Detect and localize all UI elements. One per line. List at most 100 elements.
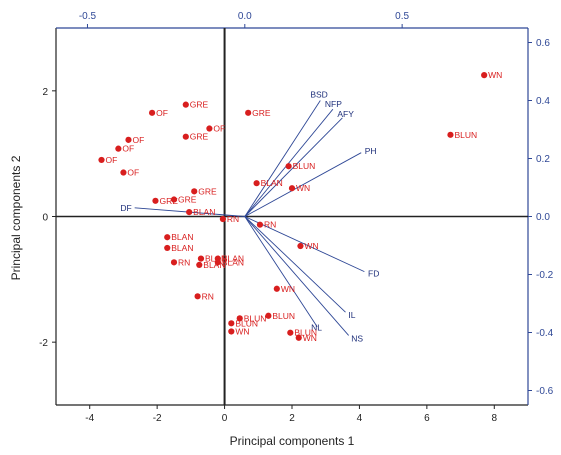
x-axis-title: Principal components 1 xyxy=(230,434,355,448)
score-label: BLAN xyxy=(222,257,244,267)
score-label: BLUN xyxy=(293,161,316,171)
zero-lines xyxy=(56,28,528,405)
loading-vector xyxy=(244,100,321,217)
right-tick-label: 0.0 xyxy=(536,212,550,223)
loading-label: NL xyxy=(311,323,322,333)
score-point xyxy=(219,215,226,223)
score-point xyxy=(288,185,296,192)
score-point xyxy=(253,180,260,187)
loading-vector xyxy=(244,117,343,217)
top-axis: -0.5 0.0 0.5 xyxy=(79,11,410,28)
score-label: BLUN xyxy=(454,130,477,140)
score-label: RN xyxy=(178,257,190,267)
score-label: GRE xyxy=(190,132,209,142)
right-tick-label: -0.6 xyxy=(536,386,554,397)
score-point xyxy=(265,312,272,319)
score-label: BLAN xyxy=(193,207,215,217)
score-point xyxy=(295,334,302,341)
top-tick-label: 0.0 xyxy=(238,11,252,22)
score-point xyxy=(98,156,105,164)
score-point xyxy=(481,72,488,79)
score-label: BLAN xyxy=(203,260,225,270)
right-tick-label: 0.6 xyxy=(536,38,550,49)
score-point xyxy=(170,259,178,266)
x-tick-label: 6 xyxy=(424,413,430,424)
score-label: BLUN xyxy=(272,311,295,321)
score-label: BLAN xyxy=(261,178,283,188)
score-label: BLAN xyxy=(171,243,193,253)
score-point xyxy=(256,221,264,228)
score-label: BLUN xyxy=(235,318,258,328)
x-tick-label: 8 xyxy=(492,413,498,424)
score-label: WN xyxy=(304,241,318,251)
right-tick-label: 0.2 xyxy=(536,154,550,165)
score-point xyxy=(120,169,127,176)
score-label: GRE xyxy=(159,196,178,206)
y-tick-label: -2 xyxy=(39,338,48,349)
score-point xyxy=(287,329,294,336)
x-tick-label: 2 xyxy=(289,413,295,424)
score-label: OF xyxy=(156,108,168,118)
score-label: WN xyxy=(303,333,317,343)
loading-label: IL xyxy=(348,310,355,320)
score-point xyxy=(447,131,454,138)
top-tick-label: -0.5 xyxy=(79,11,97,22)
y-tick-label: 2 xyxy=(42,87,48,98)
score-point xyxy=(285,163,292,170)
score-point xyxy=(170,196,178,203)
loading-label: FD xyxy=(368,268,379,278)
x-tick-label: 0 xyxy=(222,413,228,424)
score-label: OF xyxy=(132,135,144,145)
score-label: GRE xyxy=(198,186,217,196)
score-label: OF xyxy=(106,155,118,165)
top-tick-label: 0.5 xyxy=(395,11,409,22)
score-point xyxy=(228,320,235,327)
score-label: WN xyxy=(281,284,295,294)
loading-vector xyxy=(244,216,349,336)
score-label: RN xyxy=(202,291,214,301)
score-label: WN xyxy=(235,326,249,336)
loading-label: NS xyxy=(351,333,363,343)
loading-vector xyxy=(244,216,346,313)
loading-vector xyxy=(244,216,318,327)
score-point xyxy=(182,101,189,108)
loading-vector xyxy=(244,216,365,273)
score-point xyxy=(214,259,221,266)
score-label: WN xyxy=(296,183,310,193)
score-point xyxy=(196,261,203,268)
score-label: GRE xyxy=(252,108,271,118)
score-point xyxy=(197,255,205,262)
score-point xyxy=(115,145,122,152)
y-tick-label: 0 xyxy=(42,213,48,224)
score-point xyxy=(186,209,193,216)
left-axis: -2 0 2 xyxy=(39,87,56,349)
score-point xyxy=(194,293,201,300)
loading-label: NFP xyxy=(325,99,342,109)
score-label: GRE xyxy=(190,100,209,110)
score-label: OF xyxy=(122,144,134,154)
score-label: BLUN xyxy=(294,328,317,338)
score-point xyxy=(148,109,156,116)
x-tick-label: 4 xyxy=(357,413,363,424)
score-point xyxy=(191,188,198,195)
loading-vector xyxy=(244,152,362,217)
loading-label: PH xyxy=(365,146,377,156)
score-label: BLAN xyxy=(171,232,193,242)
score-label: BLUN xyxy=(244,313,267,323)
score-point xyxy=(164,234,171,241)
score-point xyxy=(125,136,132,143)
right-axis: 0.6 0.4 0.2 0.0 -0.2 -0.4 -0.6 xyxy=(528,38,554,397)
score-point xyxy=(236,315,243,322)
x-tick-label: -4 xyxy=(85,413,94,424)
loading-vector xyxy=(244,108,334,217)
loading-label: AFY xyxy=(337,109,354,119)
score-label: GRE xyxy=(178,195,197,205)
score-point xyxy=(152,197,159,204)
y-axis-title: Principal components 2 xyxy=(9,155,23,280)
score-point xyxy=(182,133,189,140)
right-tick-label: 0.4 xyxy=(536,96,550,107)
score-label: BLAN xyxy=(222,254,244,264)
score-point xyxy=(228,328,235,335)
loading-label: DF xyxy=(120,203,131,213)
